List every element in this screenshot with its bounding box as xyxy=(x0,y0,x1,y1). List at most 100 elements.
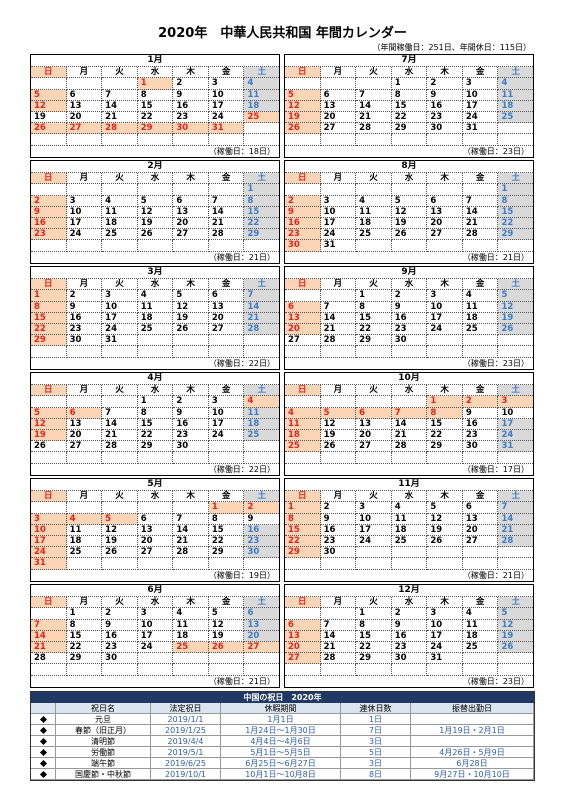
weekday: 木 xyxy=(173,385,209,397)
header-cell: 振替出勤日 xyxy=(411,703,534,714)
week-row: 4 5 6 7 8 9 10 xyxy=(285,407,534,419)
day-cell xyxy=(244,346,280,358)
day-cell: 4 xyxy=(391,502,428,514)
day-cell: 14 xyxy=(320,630,357,642)
weekday: 日 xyxy=(285,491,321,503)
day-cell: 7 xyxy=(356,89,392,101)
weekday: 日 xyxy=(31,597,67,609)
day-cell: 27 xyxy=(66,441,103,453)
day-cell: 15 xyxy=(356,312,392,324)
day-cell xyxy=(137,240,174,252)
day-cell xyxy=(208,653,245,665)
day-cell: 29 xyxy=(356,335,392,347)
weekday: 土 xyxy=(498,67,534,79)
day-cell: 30 xyxy=(462,441,499,453)
day-cell: 7 xyxy=(320,301,357,313)
day-cell xyxy=(427,134,463,146)
day-cell xyxy=(356,396,392,408)
day-cell: 15 xyxy=(427,418,463,430)
day-cell: 21 xyxy=(356,111,392,124)
day-cell: 19 xyxy=(137,217,174,230)
bullet-cell xyxy=(31,769,56,780)
day-cell: 23 xyxy=(462,429,499,442)
day-cell xyxy=(391,134,428,146)
day-cell: 28 xyxy=(462,229,499,241)
day-cell: 18 xyxy=(391,524,428,536)
table-cell xyxy=(411,736,534,747)
week-row: 27 28 29 30 31 xyxy=(285,653,534,665)
weekday: 日 xyxy=(31,279,67,291)
day-cell xyxy=(391,547,428,559)
day-cell: 22 xyxy=(31,323,67,336)
day-cell: 4 xyxy=(137,290,174,302)
day-cell: 15 xyxy=(244,206,280,218)
day-cell: 22 xyxy=(391,111,428,124)
week-row: 15 16 17 18 19 20 21 xyxy=(31,312,280,324)
day-cell: 25 xyxy=(462,323,499,336)
day-cell xyxy=(102,240,138,252)
weekday: 金 xyxy=(208,491,245,503)
day-cell xyxy=(462,653,499,665)
weekday: 木 xyxy=(173,597,209,609)
table-cell: 2019/1/25 xyxy=(151,725,221,736)
table-cell: 2019/4/4 xyxy=(151,736,221,747)
day-cell: 26 xyxy=(498,323,534,336)
day-cell: 20 xyxy=(285,323,321,336)
day-cell: 14 xyxy=(173,524,209,536)
week-row: 26 27 28 29 30 31 xyxy=(285,123,534,135)
day-cell: 30 xyxy=(102,653,138,665)
day-cell: 13 xyxy=(66,100,103,112)
day-cell: 14 xyxy=(102,100,138,112)
day-cell: 3 xyxy=(102,290,138,302)
day-cell: 9 xyxy=(31,206,67,218)
day-cell: 3 xyxy=(427,608,463,620)
day-cell: 14 xyxy=(391,418,428,430)
day-cell: 12 xyxy=(137,206,174,218)
week-row: 8 9 10 11 12 13 14 xyxy=(31,301,280,313)
workday-count: （稼働日：23日） xyxy=(462,676,529,686)
day-cell: 23 xyxy=(391,323,428,336)
day-cell xyxy=(498,123,534,135)
day-cell: 12 xyxy=(208,619,245,631)
month-calendar: 9月日月火水木金土 1 2 3 4 5 6 7 8 9 10 11 12 13 14 15 16 17 18 19 20… xyxy=(284,266,534,370)
day-cell: 9 xyxy=(427,89,463,101)
weekday-header: 日月火水木金土 xyxy=(31,597,280,609)
day-cell: 11 xyxy=(498,89,534,101)
day-cell: 24 xyxy=(31,547,67,559)
bullet-cell xyxy=(31,736,56,747)
table-cell: 清明節 xyxy=(56,736,151,747)
day-cell xyxy=(102,346,138,358)
weekday: 水 xyxy=(137,173,174,185)
day-cell: 12 xyxy=(102,524,138,536)
weekday: 水 xyxy=(137,385,174,397)
weekday: 日 xyxy=(285,597,321,609)
day-cell: 5 xyxy=(498,290,534,302)
weekday: 木 xyxy=(427,491,463,503)
day-cell: 2 xyxy=(391,290,428,302)
table-cell: 10月1日～10月8日 xyxy=(221,769,341,780)
day-cell: 16 xyxy=(31,217,67,230)
day-cell: 11 xyxy=(462,301,499,313)
day-cell: 17 xyxy=(208,418,245,430)
day-cell: 7 xyxy=(320,619,357,631)
day-cell: 27 xyxy=(356,441,392,453)
day-cell xyxy=(137,502,174,514)
weekday: 金 xyxy=(462,67,499,79)
day-cell: 18 xyxy=(137,312,174,324)
day-cell: 23 xyxy=(427,111,463,124)
day-cell xyxy=(102,134,138,146)
day-cell xyxy=(31,134,67,146)
week-row: 14 15 16 17 18 19 20 xyxy=(31,630,280,642)
day-cell xyxy=(285,290,321,302)
day-cell: 27 xyxy=(427,229,463,241)
bullet-cell xyxy=(31,747,56,758)
day-cell: 1 xyxy=(427,396,463,408)
day-cell: 15 xyxy=(137,100,174,112)
day-cell: 2 xyxy=(31,195,67,207)
day-cell xyxy=(356,346,392,358)
